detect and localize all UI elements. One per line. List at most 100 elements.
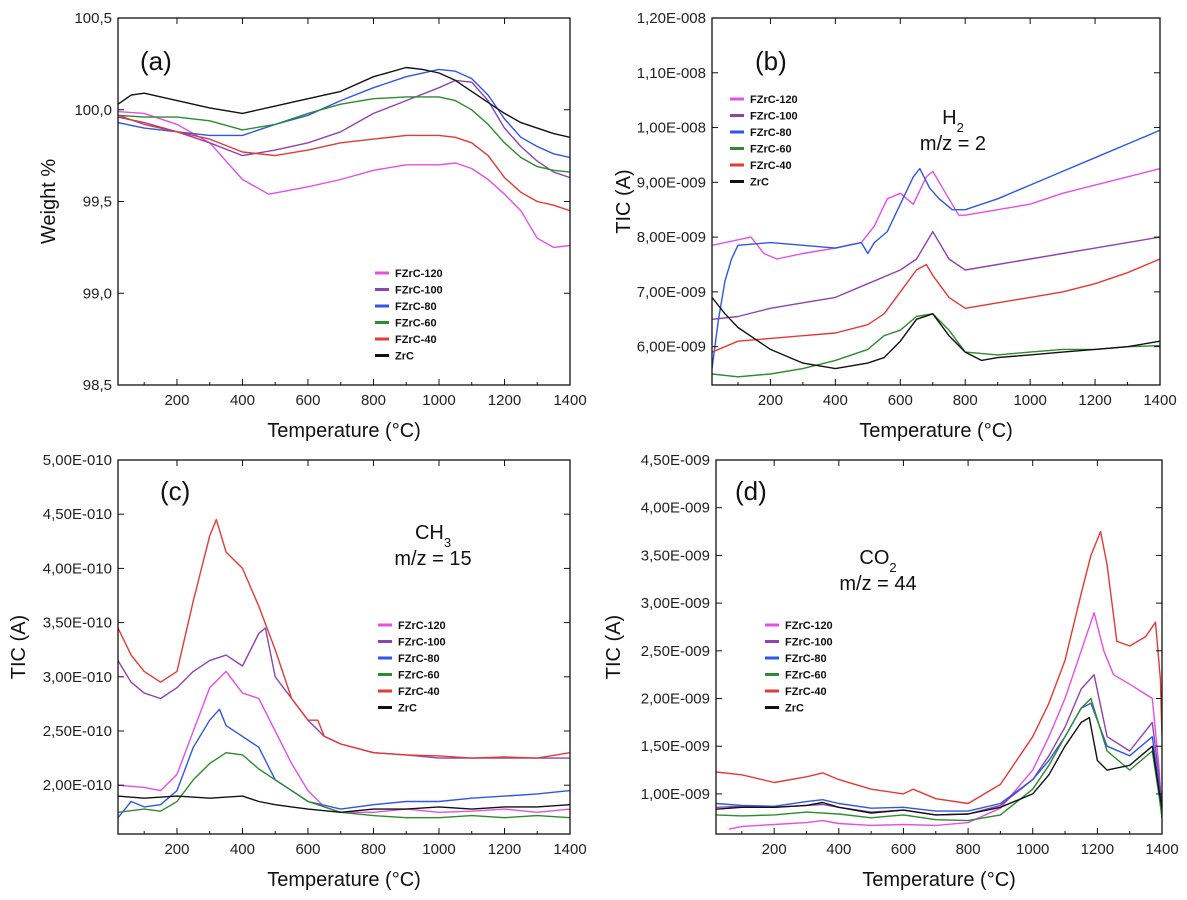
legend-label: FZrC-40 [785,686,827,698]
legend-label: FZrC-60 [750,144,792,156]
x-tick-label: 400 [230,392,255,409]
panel-label: (d) [735,476,767,506]
y-tick-label: 3,00E-010 [43,669,112,686]
x-tick-label: 1000 [1016,841,1049,858]
mz-label: m/z = 15 [394,548,471,570]
species-label: CH3 [415,522,451,550]
species-label: H2 [942,107,964,135]
legend-label: FZrC-80 [398,653,440,665]
y-tick-label: 3,50E-010 [43,615,112,632]
x-tick-label: 800 [361,392,386,409]
y-axis-label: Weight % [38,159,60,244]
x-tick-label: 200 [164,841,189,858]
legend-label: FZrC-120 [398,620,446,632]
legend-label: FZrC-100 [750,111,798,123]
y-tick-label: 9,00E-009 [637,174,706,191]
series-line [118,670,570,813]
series-line [712,230,1160,320]
x-tick-label: 1400 [1145,841,1178,858]
x-tick-label: 200 [758,392,783,409]
series-line [118,708,570,819]
legend: FZrC-120 FZrC-100 FZrC-80 FZrC-60 FZrC-40 ZrC [375,268,443,363]
series-line [118,795,570,813]
legend-label: ZrC [398,703,417,715]
y-tick-label: 4,00E-010 [43,560,112,577]
x-tick-label: 600 [295,392,320,409]
legend-label: ZrC [785,703,804,715]
x-tick-label: 200 [762,841,787,858]
x-tick-label: 1400 [1143,392,1176,409]
panel-label: (c) [160,476,190,506]
y-tick-label: 100,0 [74,102,112,119]
series-line [716,702,1162,812]
x-tick-label: 600 [888,392,913,409]
y-tick-label: 2,00E-010 [43,777,112,794]
legend: FZrC-120 FZrC-100 FZrC-80 FZrC-60 FZrC-40 ZrC [765,620,833,715]
y-tick-label: 3,00E-009 [641,595,710,612]
y-tick-label: 4,00E-009 [641,500,710,517]
y-tick-label: 2,00E-009 [641,691,710,708]
y-tick-label: 7,00E-009 [637,284,706,301]
panel-label: (b) [755,46,787,76]
x-tick-label: 1000 [422,841,455,858]
x-axis-label: Temperature (°C) [267,869,421,891]
legend-label: FZrC-100 [398,637,446,649]
plot-frame [117,17,571,386]
y-tick-label: 2,50E-009 [641,643,710,660]
y-tick-label: 1,20E-008 [637,10,706,27]
y-tick-label: 4,50E-010 [43,506,112,523]
x-tick-label: 600 [891,841,916,858]
chart-panel: 200 400 600 800 1000 1200 1400 2,00E-010 2,50E-0… [8,452,587,891]
legend-label: FZrC-100 [785,637,833,649]
series-line [716,530,1162,805]
y-tick-label: 2,50E-010 [43,723,112,740]
series-line [118,66,570,138]
legend: FZrC-120 FZrC-100 FZrC-80 FZrC-60 FZrC-40 ZrC [730,94,798,189]
y-tick-label: 1,00E-008 [637,120,706,137]
y-tick-label: 99,0 [83,285,112,302]
series-line [712,129,1160,369]
plot-frame [117,459,571,835]
legend-label: FZrC-80 [750,127,792,139]
x-axis-label: Temperature (°C) [267,420,421,442]
series-line [118,68,570,159]
y-tick-label: 1,50E-009 [641,738,710,755]
legend-label: FZrC-60 [398,670,440,682]
x-tick-label: 400 [826,841,851,858]
x-tick-label: 400 [823,392,848,409]
legend-label: FZrC-60 [785,670,827,682]
series-line [118,79,570,179]
y-tick-label: 5,00E-010 [43,452,112,469]
legend-label: FZrC-80 [785,653,827,665]
x-tick-label: 800 [953,392,978,409]
series-line [712,296,1160,370]
series-line [712,313,1160,378]
x-tick-label: 1400 [553,841,586,858]
series-line [716,697,1162,822]
x-tick-label: 1200 [488,841,521,858]
y-tick-label: 8,00E-009 [637,229,706,246]
legend-label: FZrC-100 [395,285,443,297]
series-line [712,167,1160,260]
series-line [728,612,1162,830]
y-tick-label: 4,50E-009 [641,452,710,469]
legend: FZrC-120 FZrC-100 FZrC-80 FZrC-60 FZrC-40 ZrC [378,620,446,715]
x-tick-label: 1000 [422,392,455,409]
series-line [712,258,1160,353]
legend-label: FZrC-80 [395,301,437,313]
legend-label: FZrC-120 [785,620,833,632]
series-line [118,518,570,759]
chart-panel: 200 400 600 800 1000 1200 1400 1,00E-009 1,50E-0… [603,452,1179,891]
legend-label: FZrC-120 [750,94,798,106]
x-tick-label: 200 [164,392,189,409]
species-label: CO2 [859,547,896,575]
series-line [118,96,570,173]
panel-label: (a) [140,46,172,76]
y-tick-label: 1,00E-009 [641,786,710,803]
legend-label: FZrC-40 [395,334,437,346]
x-tick-label: 1400 [553,392,586,409]
y-axis-label: TIC (A) [603,615,625,679]
y-tick-label: 6,00E-009 [637,339,706,356]
series-line [118,110,570,249]
